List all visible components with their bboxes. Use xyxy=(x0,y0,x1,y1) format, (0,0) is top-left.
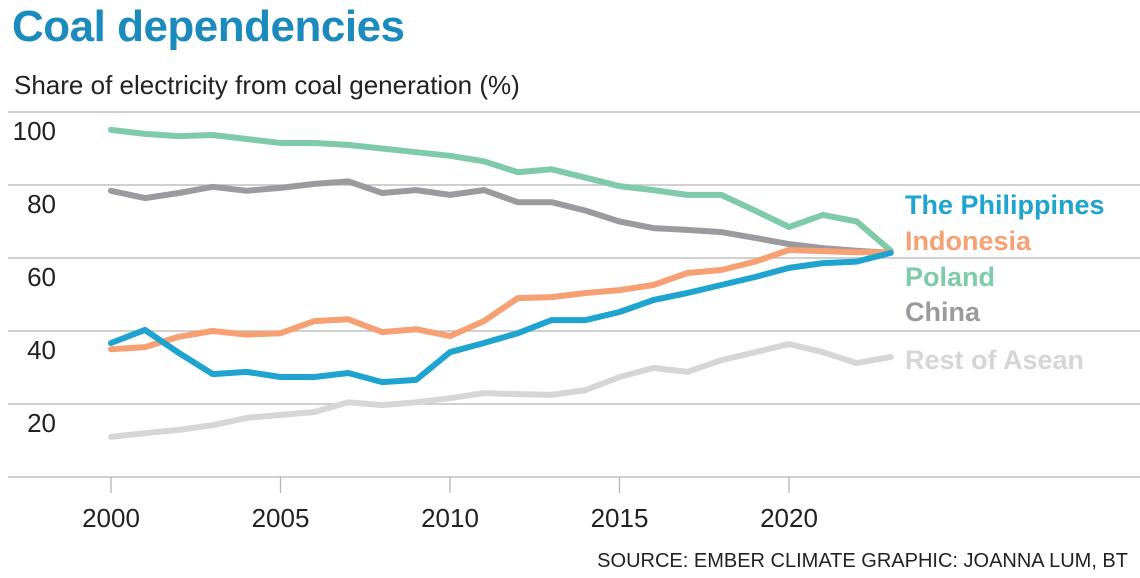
y-tick-label: 80 xyxy=(27,189,56,219)
y-tick-label: 40 xyxy=(27,335,56,365)
y-tick-label: 20 xyxy=(27,408,56,438)
series-line-china xyxy=(108,178,894,256)
chart-subtitle: Share of electricity from coal generatio… xyxy=(14,70,520,100)
x-tick-label: 2020 xyxy=(760,503,818,533)
legend-label-rest-of-asean: Rest of Asean xyxy=(905,345,1084,375)
y-tick-label: 60 xyxy=(27,262,56,292)
y-tick-label: 100 xyxy=(13,116,56,146)
legend-label-the-philippines: The Philippines xyxy=(905,190,1105,220)
x-tick-label: 2000 xyxy=(82,503,140,533)
legend-label-poland: Poland xyxy=(905,262,995,292)
series-line-poland xyxy=(108,126,894,254)
series-line-rest-of-asean xyxy=(108,341,894,440)
series-line-indonesia xyxy=(108,247,894,353)
chart-title: Coal dependencies xyxy=(12,2,405,51)
x-tick-label: 2005 xyxy=(252,503,310,533)
legend-label-china: China xyxy=(905,297,981,327)
series-line-the-philippines xyxy=(108,249,894,386)
source-credit: SOURCE: EMBER CLIMATE GRAPHIC: JOANNA LU… xyxy=(597,550,1128,572)
legend-label-indonesia: Indonesia xyxy=(905,226,1032,256)
x-tick-label: 2015 xyxy=(591,503,649,533)
x-tick-label: 2010 xyxy=(421,503,479,533)
